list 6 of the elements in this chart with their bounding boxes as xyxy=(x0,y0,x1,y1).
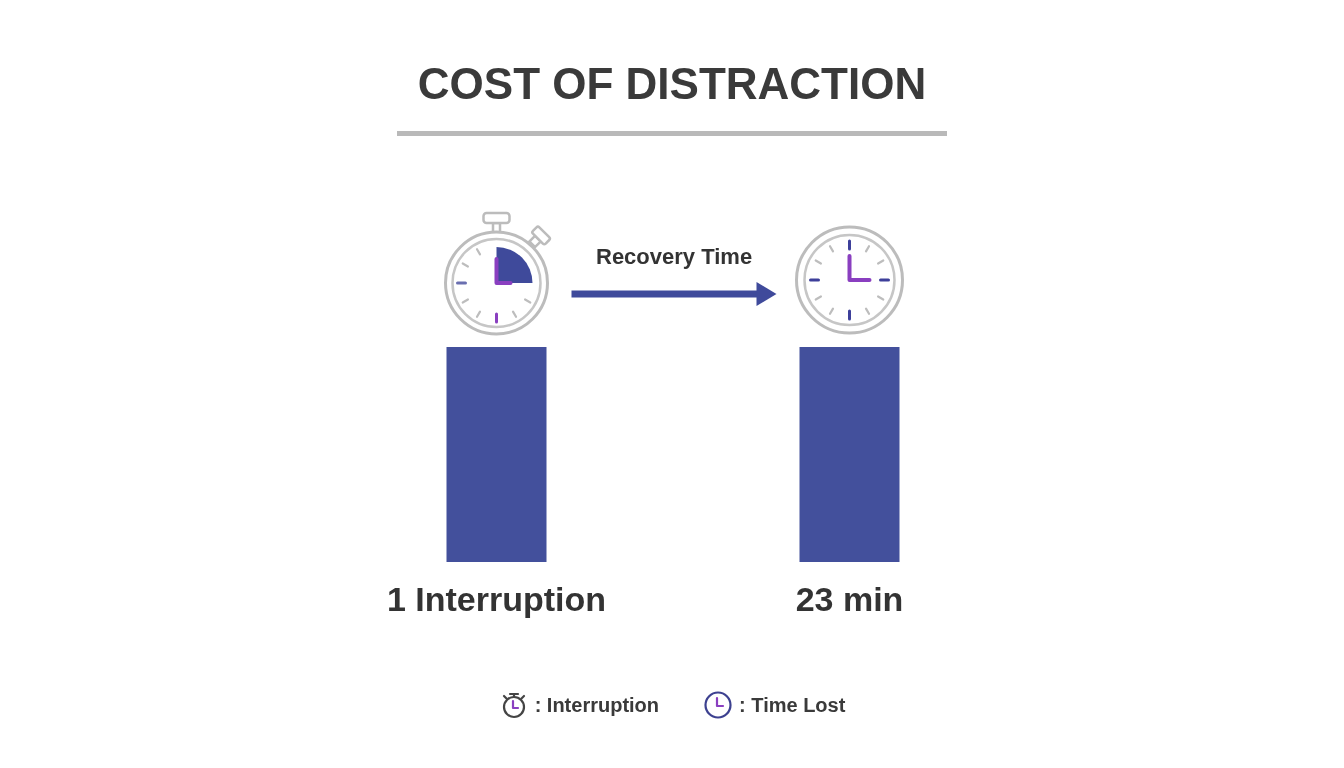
x-tick-label: 1 Interruption xyxy=(386,580,607,618)
text: : Interruption xyxy=(534,693,660,717)
text: Recovery Time xyxy=(596,244,753,270)
chart-title: COST OF DISTRACTION xyxy=(417,58,927,108)
text: : Time Lost xyxy=(739,693,846,717)
x-tick-label: 23 min xyxy=(795,580,904,618)
